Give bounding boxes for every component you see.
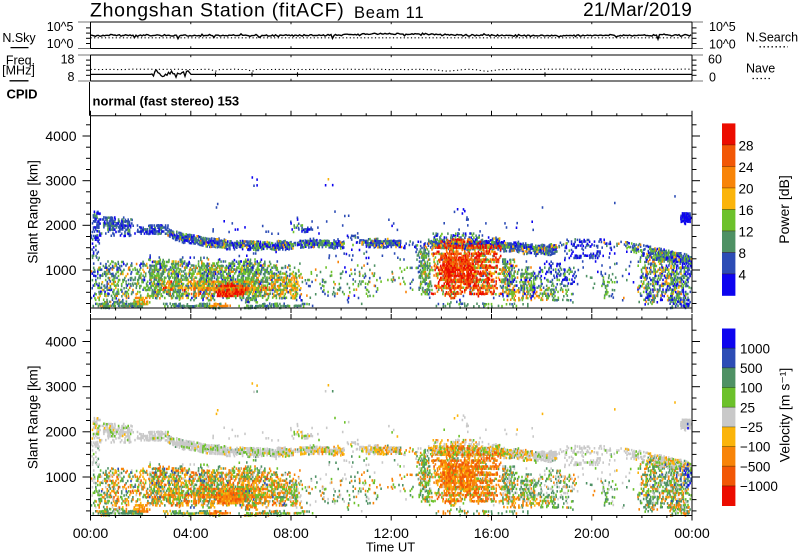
svg-text:4: 4 — [739, 268, 747, 283]
svg-text:21/Mar/2019: 21/Mar/2019 — [583, 0, 692, 21]
svg-text:N.Sky: N.Sky — [2, 31, 36, 45]
svg-text:10^0: 10^0 — [709, 37, 736, 51]
svg-text:N.Search: N.Search — [746, 30, 798, 44]
svg-text:8: 8 — [68, 70, 75, 84]
svg-text:3000: 3000 — [45, 379, 76, 395]
svg-text:−500: −500 — [740, 459, 770, 474]
svg-text:12: 12 — [739, 225, 754, 240]
svg-text:[MHz]: [MHz] — [2, 64, 35, 78]
svg-text:2000: 2000 — [45, 217, 76, 233]
svg-text:04:00: 04:00 — [173, 526, 209, 542]
svg-text:4000: 4000 — [45, 333, 76, 349]
svg-text:500: 500 — [740, 361, 763, 376]
svg-text:−1000: −1000 — [740, 479, 778, 494]
svg-text:12:00: 12:00 — [373, 526, 409, 542]
svg-text:60: 60 — [708, 53, 722, 67]
svg-text:Beam 11: Beam 11 — [354, 4, 424, 22]
svg-text:Power [dB]: Power [dB] — [776, 175, 792, 243]
svg-text:28: 28 — [739, 139, 754, 154]
svg-text:0: 0 — [709, 71, 716, 85]
svg-text:CPID: CPID — [6, 86, 37, 101]
svg-text:−100: −100 — [740, 440, 770, 455]
svg-text:4000: 4000 — [45, 128, 76, 144]
svg-text:100: 100 — [740, 381, 763, 396]
svg-text:10^5: 10^5 — [709, 20, 736, 34]
svg-text:Slant Range [km]: Slant Range [km] — [26, 366, 41, 470]
svg-text:20:00: 20:00 — [574, 526, 610, 542]
svg-text:00:00: 00:00 — [73, 526, 109, 542]
svg-text:08:00: 08:00 — [273, 526, 309, 542]
svg-text:3000: 3000 — [45, 173, 76, 189]
svg-text:Freq.: Freq. — [6, 53, 35, 67]
svg-text:16:00: 16:00 — [474, 526, 510, 542]
svg-text:Time UT: Time UT — [366, 540, 415, 554]
svg-text:00:00: 00:00 — [674, 526, 710, 542]
svg-text:1000: 1000 — [45, 469, 76, 485]
svg-text:8: 8 — [739, 246, 747, 261]
svg-text:25: 25 — [740, 400, 755, 415]
svg-text:−25: −25 — [740, 420, 763, 435]
svg-text:24: 24 — [739, 160, 755, 175]
svg-text:Zhongshan Station (fitACF): Zhongshan Station (fitACF) — [90, 0, 344, 22]
svg-text:normal (fast stereo) 153: normal (fast stereo) 153 — [93, 93, 240, 108]
svg-text:2000: 2000 — [45, 424, 76, 440]
svg-text:Velocity [m s⁻¹]: Velocity [m s⁻¹] — [777, 368, 793, 463]
svg-text:10^5: 10^5 — [47, 20, 74, 34]
svg-text:10^0: 10^0 — [47, 37, 74, 51]
svg-text:Slant Range [km]: Slant Range [km] — [26, 160, 41, 264]
svg-text:16: 16 — [739, 203, 754, 218]
svg-text:20: 20 — [739, 182, 754, 197]
svg-text:1000: 1000 — [740, 341, 770, 356]
svg-text:18: 18 — [61, 52, 75, 66]
svg-text:Nave: Nave — [746, 62, 775, 76]
svg-text:1000: 1000 — [45, 262, 76, 278]
